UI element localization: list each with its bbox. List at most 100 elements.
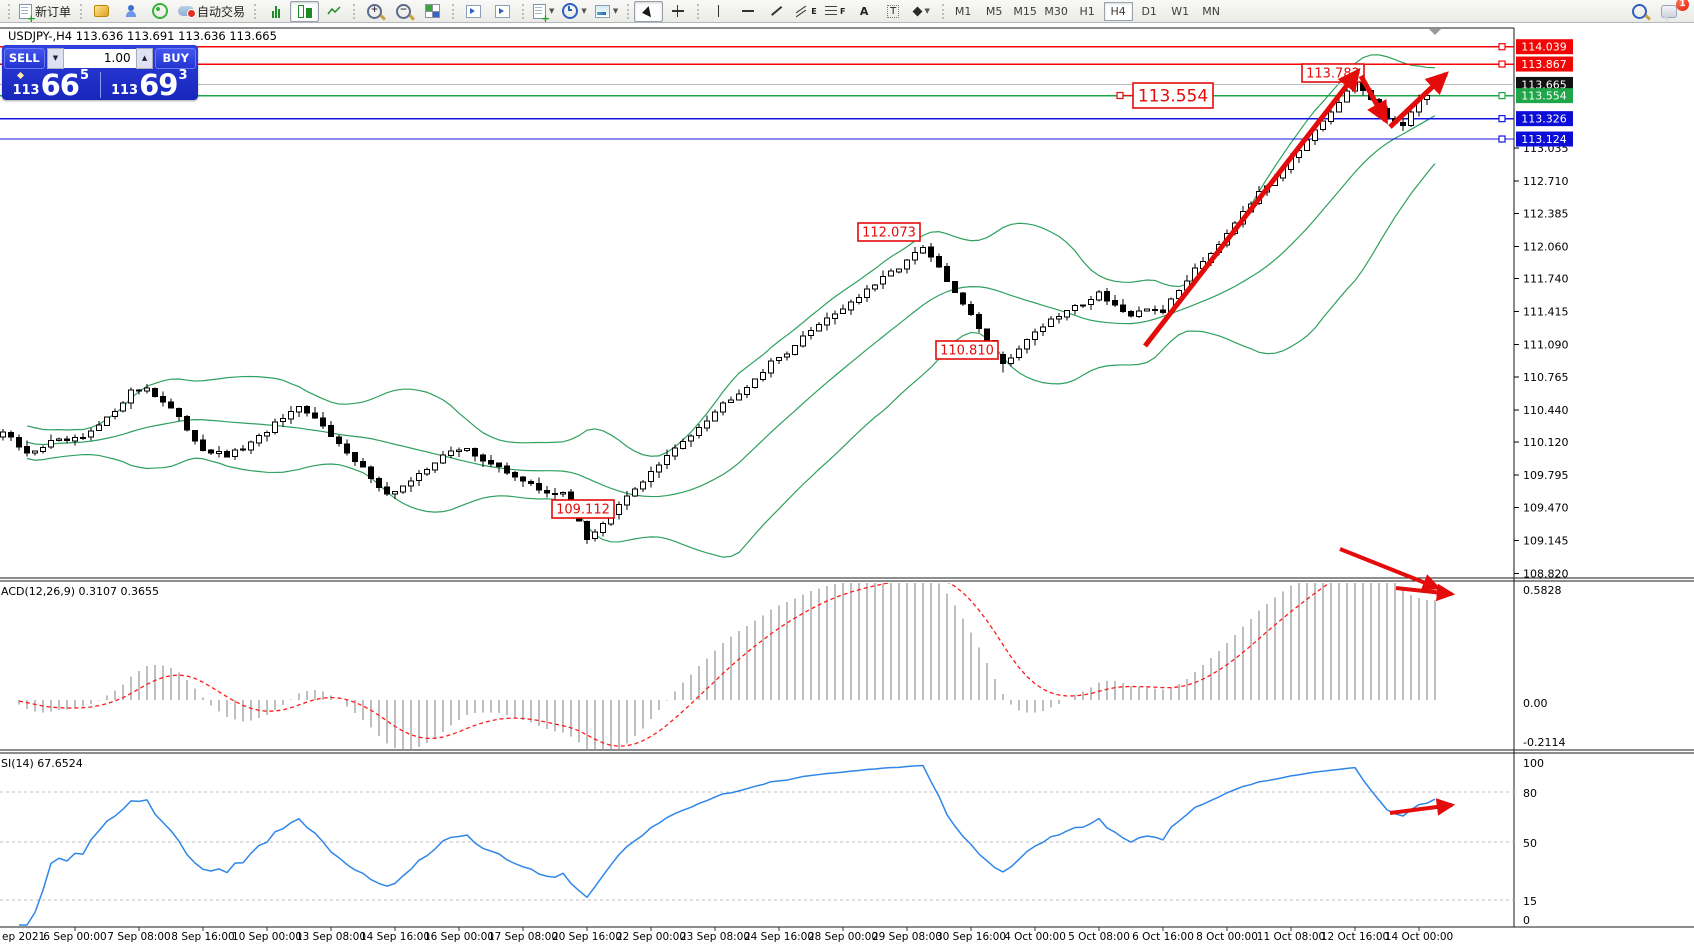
toolbar-grip[interactable] — [627, 3, 630, 19]
date-tick: 30 Sep 16:00 — [936, 931, 1006, 943]
candle — [120, 402, 126, 412]
hline-handle[interactable] — [1498, 135, 1506, 143]
candle — [1056, 315, 1062, 320]
zoom-in-button[interactable]: + — [360, 1, 389, 22]
indicators-icon: + — [533, 3, 550, 24]
macd-down-arrow[interactable] — [1339, 547, 1441, 591]
signals-button[interactable] — [145, 1, 174, 22]
buy-price[interactable]: 113 69 3 — [101, 69, 199, 100]
bar-chart-button[interactable] — [261, 1, 290, 22]
toolbar-grip[interactable] — [80, 3, 83, 19]
timeframe-W1[interactable]: W1 — [1171, 4, 1190, 18]
candle — [560, 491, 566, 495]
candlestick-chart-button[interactable] — [290, 0, 320, 22]
hline-handle[interactable] — [1498, 60, 1506, 68]
zoom-out-icon: − — [396, 3, 412, 19]
timeframe-M15[interactable]: M15 — [1013, 4, 1037, 18]
volume-increase-button[interactable]: ▲ — [135, 47, 154, 69]
text-tool-button[interactable]: A — [850, 1, 879, 22]
label-anchor-handle[interactable] — [1116, 91, 1124, 100]
autotrade-button[interactable]: 自动交易 — [174, 1, 249, 22]
main-toolbar: + 新订单 自动交易 + − + ▼ ▼ ▼ E F A T ▼ M1 M5 M15 M… — [0, 0, 1694, 24]
swing-low-label-110810[interactable] — [935, 340, 999, 360]
toolbar-grip[interactable] — [254, 3, 257, 19]
toolbar-grip[interactable] — [522, 3, 525, 19]
candle — [152, 388, 158, 397]
new-order-button[interactable]: + 新订单 — [15, 1, 75, 24]
timeframe-H1[interactable]: H1 — [1079, 4, 1095, 18]
toolbar-grip[interactable] — [8, 3, 10, 19]
level-label-113554[interactable] — [1132, 82, 1214, 109]
rally-up-arrow[interactable] — [1143, 67, 1361, 348]
label-tool-button[interactable]: T — [879, 1, 908, 22]
timeframe-D1[interactable]: D1 — [1141, 4, 1157, 18]
templates-button[interactable]: ▼ — [591, 1, 622, 22]
text-tool-icon: A — [859, 4, 869, 18]
macd-flat-arrow[interactable] — [1395, 583, 1456, 602]
cursor-button[interactable] — [634, 0, 664, 22]
timeframe-M30[interactable]: M30 — [1044, 4, 1068, 18]
new-order-label: 新订单 — [35, 4, 72, 19]
sell-price[interactable]: 113 66 5 — [2, 69, 100, 100]
sell-button[interactable]: SELL — [4, 47, 45, 69]
date-tick: 8 Oct 00:00 — [1196, 931, 1258, 943]
price-tick: 109.795 — [1523, 469, 1569, 482]
zoom-out-button[interactable]: − — [389, 1, 418, 22]
auto-scroll-button[interactable] — [459, 1, 488, 22]
trader-profile-button[interactable] — [116, 1, 145, 22]
chevron-down-icon: ▼ — [924, 7, 930, 15]
date-tick: 4 Oct 00:00 — [1004, 931, 1066, 943]
swing-high-label-112073[interactable] — [857, 222, 921, 242]
one-click-marker-icon — [16, 71, 25, 80]
trendline-button[interactable] — [762, 1, 791, 22]
candle — [808, 329, 814, 337]
indicators-button[interactable]: + ▼ — [529, 1, 558, 24]
candle — [536, 482, 542, 491]
market-watch-button[interactable] — [87, 1, 116, 22]
swing-low-label-109112[interactable] — [551, 499, 615, 519]
search-button[interactable] — [1625, 1, 1654, 22]
timeframe-M5[interactable]: M5 — [985, 4, 1003, 18]
periods-button[interactable]: ▼ — [558, 1, 590, 22]
toolbar-grip[interactable] — [697, 3, 700, 19]
hline-handle[interactable] — [1498, 92, 1506, 100]
candle — [296, 405, 302, 413]
timeframe-M1[interactable]: M1 — [954, 4, 972, 18]
rsi-flat-arrow[interactable] — [1389, 798, 1456, 816]
timeframe-group: M1 M5 M15 M30 H1 H4 D1 W1 MN — [949, 1, 1226, 21]
shift-marker-icon[interactable] — [1429, 29, 1441, 35]
vertical-line-button[interactable] — [704, 1, 733, 22]
candle — [472, 448, 478, 457]
fibonacci-button[interactable]: F — [821, 1, 850, 22]
hline-handle[interactable] — [1498, 115, 1506, 123]
horizontal-line-button[interactable] — [733, 1, 762, 22]
hline-handle[interactable] — [1498, 43, 1506, 51]
volume-input[interactable]: 1.00 — [64, 48, 136, 68]
arrows-tool-button[interactable]: ▼ — [908, 1, 937, 22]
price-tick: 112.385 — [1523, 208, 1569, 221]
date-tick: ep 2021 — [2, 931, 45, 943]
timeframe-H4[interactable]: H4 — [1103, 1, 1133, 21]
chart-shift-button[interactable] — [488, 1, 517, 22]
chat-button[interactable]: 1 — [1654, 0, 1689, 22]
toolbar-grip[interactable] — [452, 3, 455, 19]
tile-windows-button[interactable] — [418, 1, 447, 22]
continuation-up-arrow[interactable] — [1388, 71, 1449, 129]
candle — [112, 410, 118, 418]
channel-button[interactable]: E — [791, 1, 820, 22]
candle — [648, 471, 654, 482]
candle — [1088, 298, 1094, 305]
candle — [760, 372, 766, 381]
candle — [672, 447, 678, 457]
crosshair-button[interactable] — [663, 1, 692, 22]
buy-button[interactable]: BUY — [155, 47, 196, 69]
toolbar-grip[interactable] — [353, 3, 356, 19]
pullback-down-arrow[interactable] — [1358, 74, 1389, 125]
timeframe-MN[interactable]: MN — [1202, 4, 1221, 18]
volume-decrease-button[interactable]: ▼ — [46, 47, 65, 69]
candle — [1008, 357, 1014, 364]
tile-windows-icon — [425, 4, 441, 18]
toolbar-grip[interactable] — [941, 3, 944, 19]
line-chart-button[interactable] — [319, 1, 348, 22]
